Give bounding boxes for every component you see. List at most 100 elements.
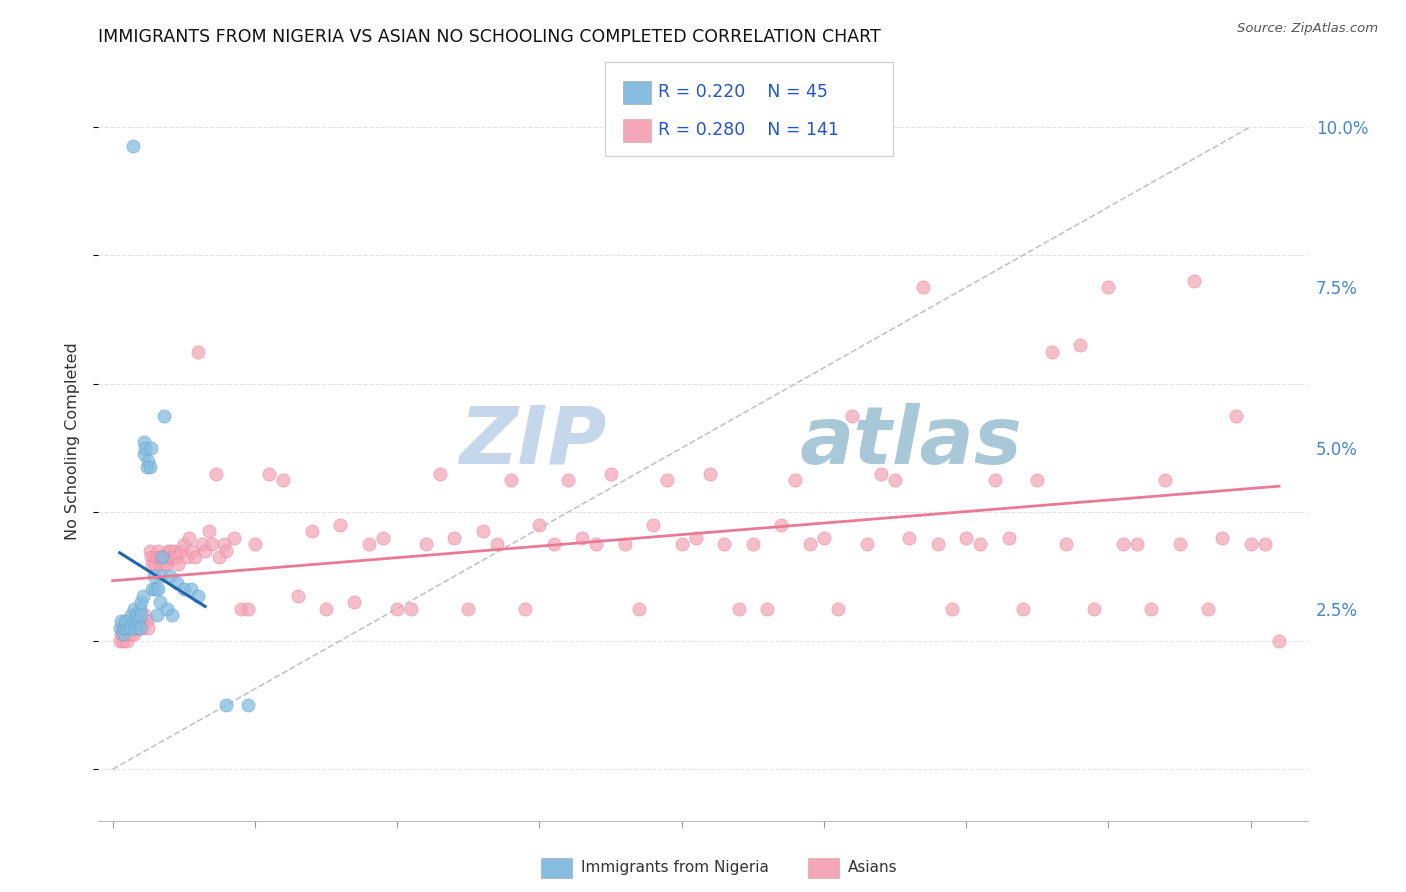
Point (1083, 601, 1105, 615)
Point (146, 582, 169, 597)
Point (120, 607, 142, 622)
Point (208, 550, 231, 565)
Point (114, 615, 136, 629)
Point (756, 601, 779, 615)
Point (173, 582, 195, 597)
Point (149, 550, 172, 565)
Point (585, 537, 607, 551)
Point (143, 557, 166, 571)
Point (627, 601, 650, 615)
Point (125, 615, 148, 629)
Point (599, 467, 621, 481)
Point (855, 537, 877, 551)
Y-axis label: No Schooling Completed: No Schooling Completed (65, 343, 80, 541)
Point (152, 550, 174, 565)
Point (132, 447, 155, 461)
Text: IMMIGRANTS FROM NIGERIA VS ASIAN NO SCHOOLING COMPLETED CORRELATION CHART: IMMIGRANTS FROM NIGERIA VS ASIAN NO SCHO… (98, 28, 882, 45)
Point (529, 518, 551, 533)
Point (120, 627, 142, 641)
Point (128, 621, 150, 635)
Point (176, 550, 198, 565)
Point (131, 621, 153, 635)
Point (329, 518, 352, 533)
Point (371, 531, 394, 545)
Point (150, 557, 173, 571)
Point (165, 543, 187, 558)
Point (162, 607, 184, 622)
Point (112, 621, 135, 635)
Point (121, 139, 143, 153)
Point (194, 543, 217, 558)
Point (485, 537, 508, 551)
Point (343, 595, 366, 609)
Point (125, 607, 148, 622)
Point (108, 621, 131, 635)
Point (236, 698, 259, 712)
Point (145, 550, 167, 565)
Text: atlas: atlas (800, 402, 1022, 481)
Point (713, 537, 735, 551)
Point (127, 621, 149, 635)
Point (543, 537, 565, 551)
Point (127, 615, 149, 629)
Point (153, 409, 176, 423)
Point (160, 543, 183, 558)
Point (205, 467, 228, 481)
Point (699, 467, 721, 481)
Text: R = 0.220    N = 45: R = 0.220 N = 45 (658, 83, 828, 102)
Point (515, 601, 537, 615)
Point (215, 698, 238, 712)
Point (385, 601, 408, 615)
Point (122, 627, 145, 641)
Point (1097, 280, 1119, 294)
Point (222, 531, 245, 545)
Point (115, 633, 138, 648)
Point (118, 621, 141, 635)
Point (180, 582, 202, 597)
Point (167, 557, 190, 571)
Point (129, 607, 152, 622)
Point (121, 621, 143, 635)
Text: Immigrants from Nigeria: Immigrants from Nigeria (581, 860, 769, 874)
Point (301, 524, 323, 539)
Text: R = 0.280    N = 141: R = 0.280 N = 141 (658, 121, 839, 139)
Text: ZIP: ZIP (458, 402, 606, 481)
Point (131, 589, 153, 603)
Point (138, 543, 160, 558)
Point (869, 467, 891, 481)
Point (1225, 409, 1247, 423)
Point (201, 537, 224, 551)
Point (124, 621, 146, 635)
Point (162, 550, 184, 565)
Point (110, 615, 132, 629)
Point (134, 441, 156, 455)
Point (112, 627, 135, 641)
Point (142, 569, 165, 583)
Point (827, 601, 849, 615)
Point (128, 621, 150, 635)
Point (163, 550, 186, 565)
Point (955, 531, 977, 545)
Point (1040, 344, 1063, 359)
Point (153, 557, 176, 571)
Point (166, 550, 188, 565)
Point (799, 537, 821, 551)
Point (122, 615, 145, 629)
Point (257, 467, 280, 481)
Point (643, 518, 665, 533)
Point (149, 595, 172, 609)
Point (1126, 537, 1149, 551)
Point (136, 454, 159, 468)
Point (166, 575, 188, 590)
Point (157, 543, 180, 558)
Point (557, 473, 579, 487)
Point (150, 569, 173, 583)
Point (117, 627, 139, 641)
Point (443, 531, 465, 545)
Point (187, 589, 209, 603)
Point (142, 550, 165, 565)
Point (671, 537, 693, 551)
Point (187, 344, 209, 359)
Point (415, 537, 437, 551)
Point (115, 621, 138, 635)
